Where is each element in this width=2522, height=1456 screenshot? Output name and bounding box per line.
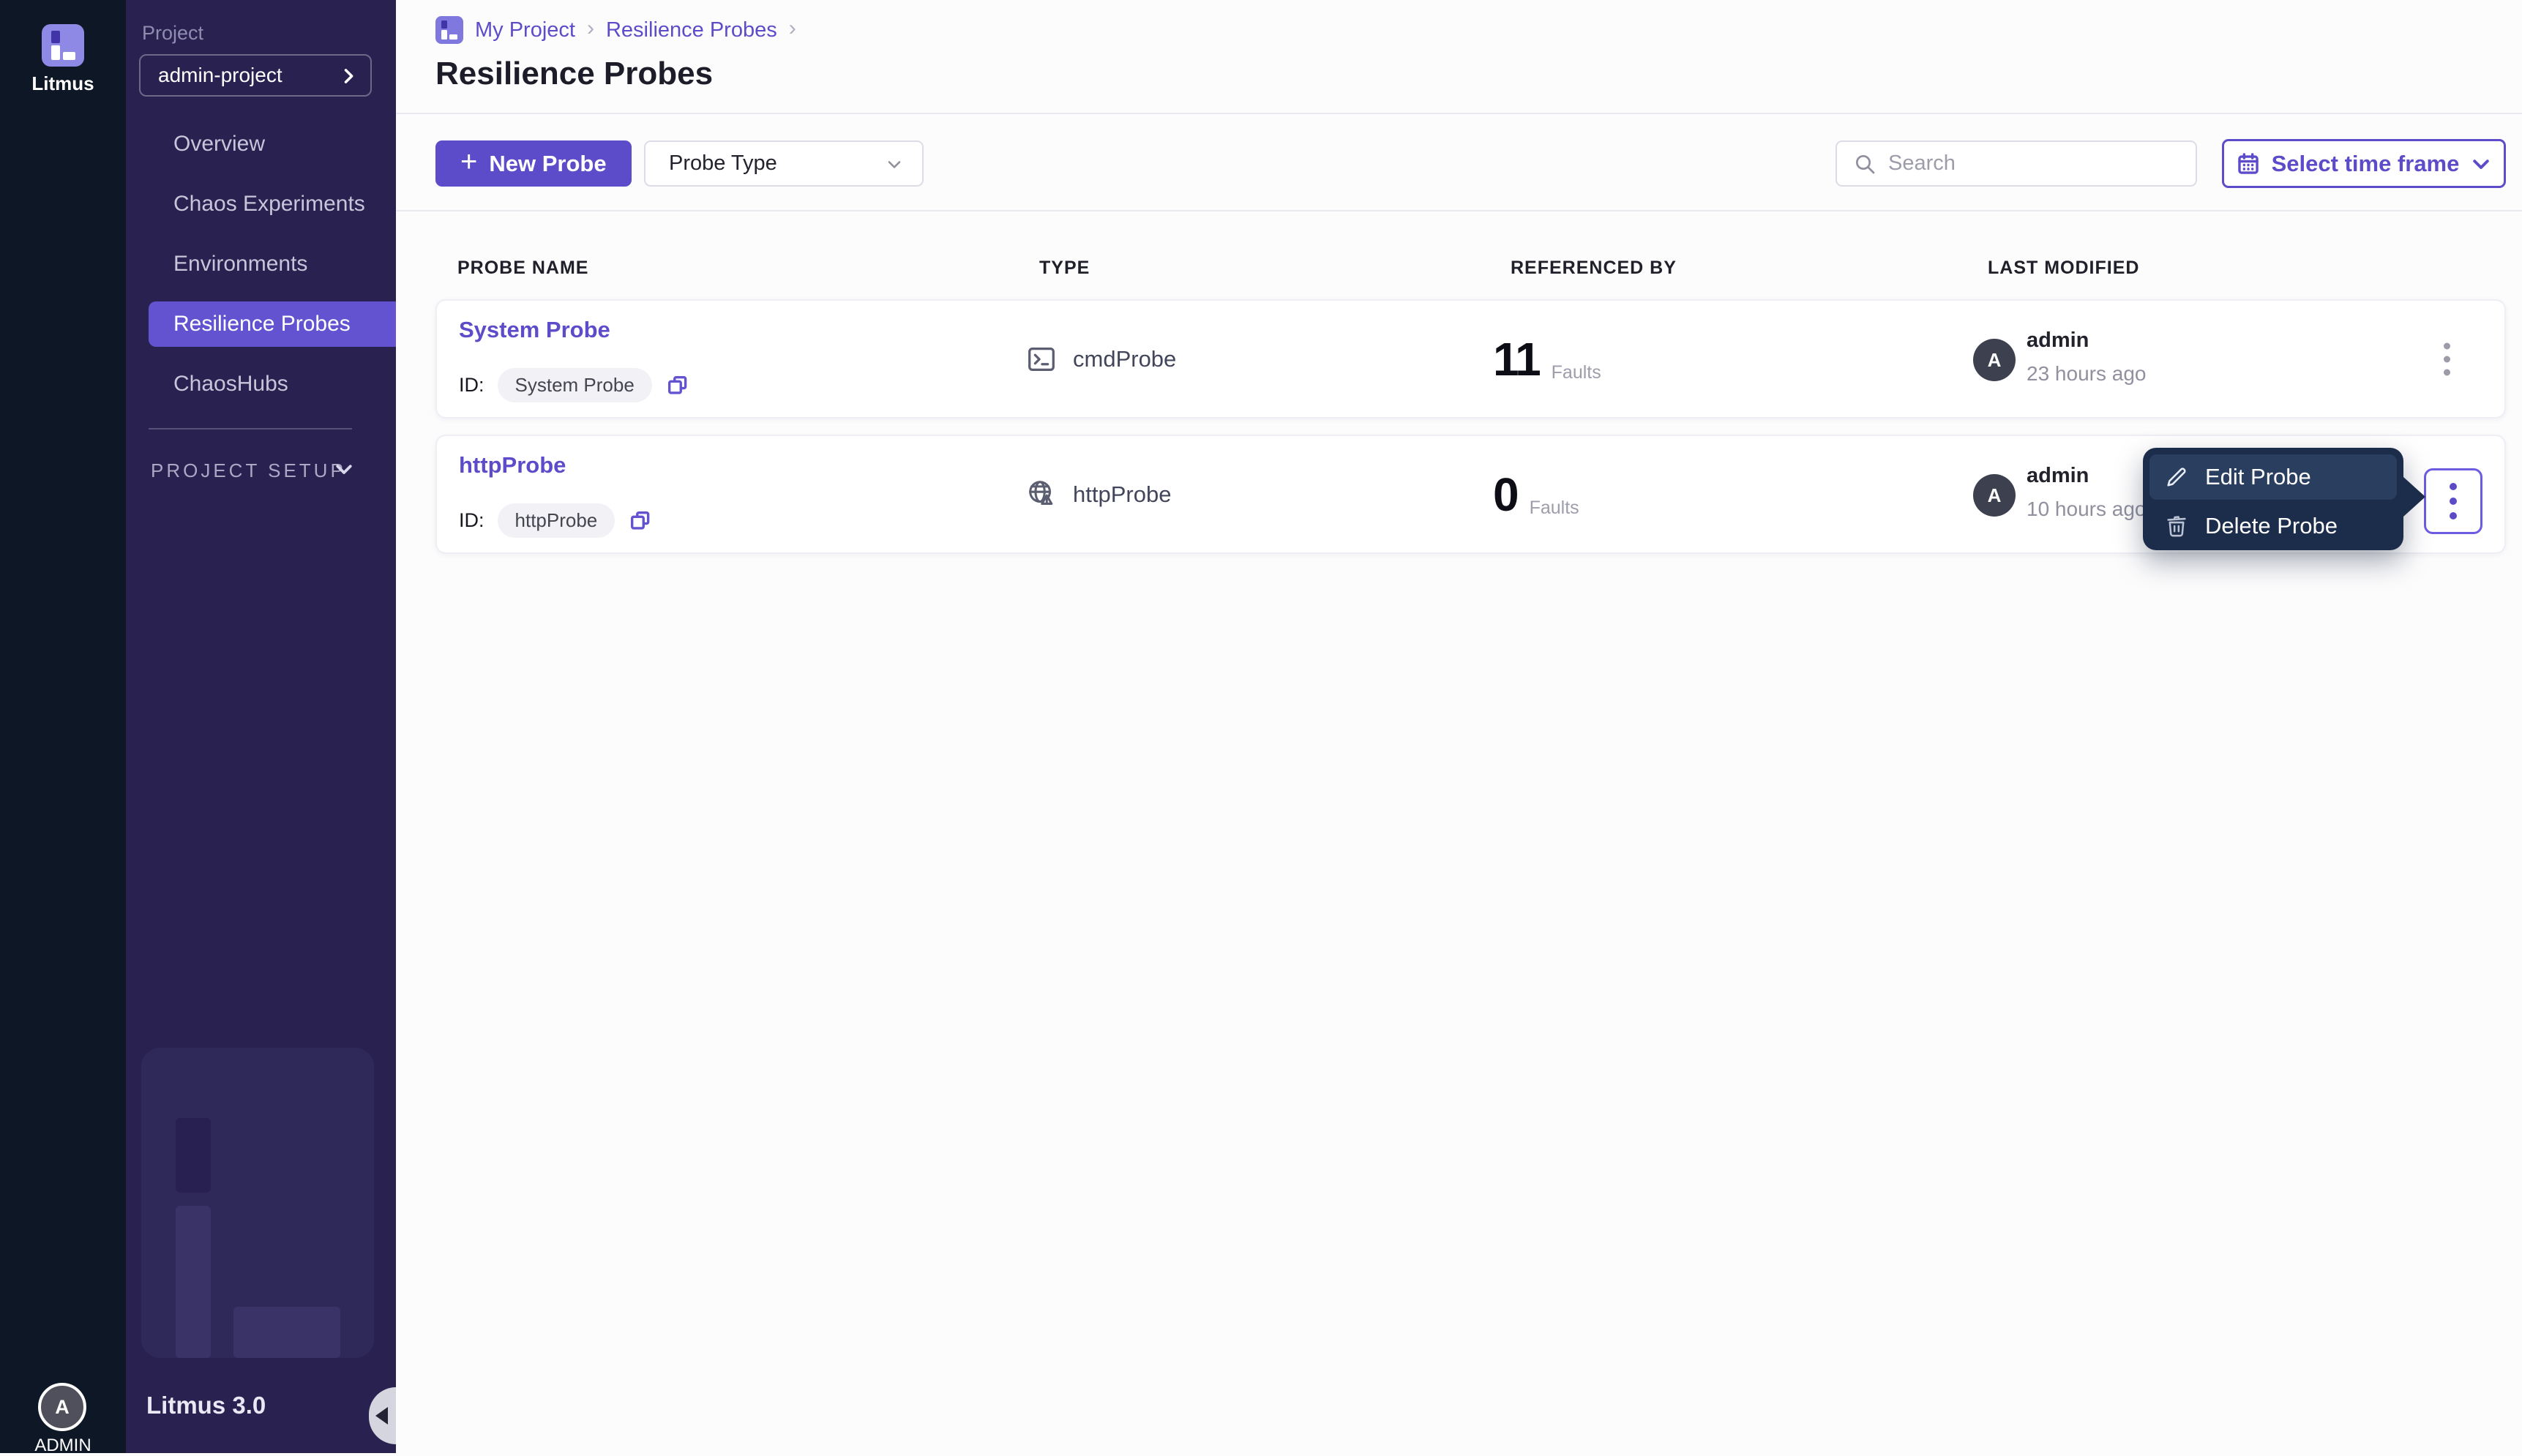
column-header-type: TYPE [1039,258,1090,278]
copy-icon[interactable] [665,373,690,398]
trash-icon [2164,514,2189,539]
avatar: A [1973,474,2016,517]
copy-icon[interactable] [628,509,653,533]
chevron-down-icon[interactable] [333,458,355,480]
referenced-by-cell: 11 Faults [1493,301,1601,417]
user-avatar[interactable]: A [38,1383,86,1431]
column-header-referenced-by: REFERENCED BY [1511,258,1677,278]
litmus-watermark-logo [141,1048,374,1358]
pencil-icon [2164,465,2189,489]
row-menu-button-active[interactable] [2424,468,2482,534]
sidebar-divider [149,428,352,429]
modified-by: admin [2027,329,2089,352]
sidebar-nav: Overview Chaos Experiments Environments … [126,121,396,421]
terminal-icon [1025,342,1058,376]
sidebar-item-environments[interactable]: Environments [173,252,308,276]
toolbar-divider [396,210,2522,211]
breadcrumb-logo-icon [435,16,463,44]
calendar-icon [2236,151,2261,176]
table-row: System Probe ID: System Probe cmdProbe 1… [435,299,2506,419]
context-menu-arrow [2403,477,2425,517]
avatar: A [1973,339,2016,381]
header-divider [396,113,2522,114]
sidebar-item-resilience-probes[interactable]: Resilience Probes [149,301,396,347]
row-context-menu: Edit Probe Delete Probe [2143,448,2425,550]
version-label: Litmus 3.0 [146,1392,266,1419]
modified-by: admin [2027,464,2089,487]
new-probe-button[interactable]: + New Probe [435,140,632,187]
column-header-last-modified: LAST MODIFIED [1988,258,2140,278]
litmus-logo-icon[interactable] [42,24,84,67]
left-rail: Litmus A ADMIN [0,0,126,1455]
main-content: My Project › Resilience Probes › Resilie… [396,0,2522,1453]
breadcrumb-resilience-probes[interactable]: Resilience Probes [605,18,777,42]
sidebar-item-chaoshubs[interactable]: ChaosHubs [173,372,288,396]
probe-id-chip: httpProbe [497,503,615,538]
probe-name-link[interactable]: System Probe [459,317,610,342]
search-input[interactable] [1888,151,2179,176]
plus-icon: + [460,146,478,178]
breadcrumb-separator: › [788,16,796,40]
chevron-down-icon [884,154,905,175]
probe-id-chip: System Probe [497,368,652,402]
column-header-probe-name: PROBE NAME [457,258,589,278]
brand-name: Litmus [31,72,94,94]
project-label: Project [142,22,204,44]
sidebar-item-chaos-experiments[interactable]: Chaos Experiments [173,192,365,216]
sidebar-item-overview[interactable]: Overview [173,132,266,156]
fault-count: 0 [1493,468,1519,521]
probe-name-link[interactable]: httpProbe [459,452,566,478]
probe-id-row: ID: System Probe [459,368,690,402]
chevron-right-icon [338,66,359,86]
sidebar-collapse-handle[interactable] [369,1387,396,1444]
select-time-frame-button[interactable]: Select time frame [2222,139,2506,188]
probe-id-row: ID: httpProbe [459,503,653,538]
chevron-down-icon [2470,153,2492,175]
modified-time: 23 hours ago [2027,362,2147,385]
project-setup-toggle[interactable]: PROJECT SETUP [151,459,346,481]
delete-probe-menu-item[interactable]: Delete Probe [2149,503,2397,549]
edit-probe-menu-item[interactable]: Edit Probe [2149,454,2397,500]
search-icon [1853,152,1876,176]
modified-time: 10 hours ago [2027,498,2147,520]
probe-type-cell: cmdProbe [1025,301,1176,417]
globe-icon [1025,478,1058,511]
row-menu-button[interactable] [2444,336,2450,382]
fault-unit: Faults [1551,362,1601,383]
fault-unit: Faults [1529,498,1579,518]
page-title: Resilience Probes [435,56,714,91]
collapse-arrow-icon [375,1407,388,1425]
breadcrumb: My Project › Resilience Probes › [435,16,796,44]
search-box [1836,140,2197,187]
fault-count: 11 [1493,332,1541,386]
breadcrumb-separator: › [586,16,594,40]
sidebar: Project admin-project Overview Chaos Exp… [126,0,396,1453]
probe-type-cell: httpProbe [1025,436,1171,552]
project-selector[interactable]: admin-project [139,54,372,97]
referenced-by-cell: 0 Faults [1493,436,1579,552]
admin-label: ADMIN [34,1436,91,1455]
project-name: admin-project [158,64,282,86]
breadcrumb-my-project[interactable]: My Project [475,18,575,42]
probe-type-select[interactable]: Probe Type [644,140,924,187]
